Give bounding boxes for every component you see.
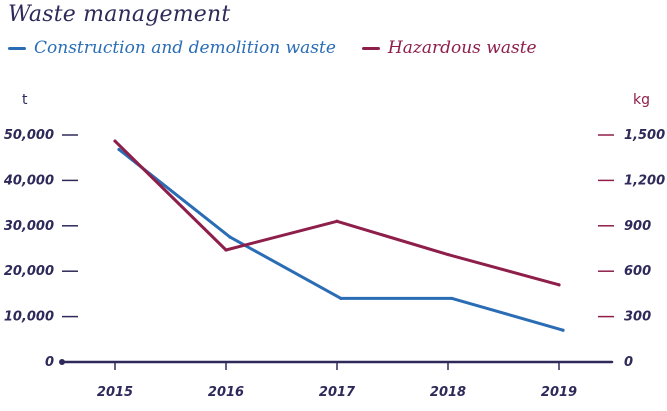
- x-tick-label: 2016: [208, 385, 244, 400]
- right-tick-label: 1,200: [624, 173, 665, 188]
- left-tick-label: 10,000: [4, 310, 54, 325]
- left-unit-label: t: [22, 92, 28, 108]
- legend-item-hazardous: Hazardous waste: [361, 38, 537, 58]
- data-point-hazardous: [557, 283, 561, 287]
- left-tick-label: 30,000: [4, 219, 54, 234]
- right-tick-label: 1,500: [624, 128, 665, 143]
- series-line-hazardous: [113, 139, 561, 287]
- left-tick-label: 50,000: [4, 128, 54, 143]
- legend: Construction and demolition waste Hazard…: [8, 38, 537, 58]
- x-tick-label: 2019: [541, 385, 577, 400]
- right-tick-label: 300: [624, 310, 651, 325]
- data-point-hazardous: [335, 219, 339, 223]
- left-tick-label: 20,000: [4, 264, 54, 279]
- legend-label-construction: Construction and demolition waste: [34, 38, 336, 58]
- legend-swatch-construction: [8, 46, 26, 50]
- right-tick-label: 600: [624, 264, 651, 279]
- right-tick-label: 900: [624, 219, 651, 234]
- series-layer: [113, 139, 565, 332]
- series-line-construction: [117, 148, 565, 332]
- chart-title: Waste management: [8, 2, 231, 27]
- data-point-construction: [450, 296, 454, 301]
- data-point-hazardous: [446, 252, 450, 257]
- data-point-hazardous: [224, 248, 228, 252]
- x-tick-label: 2015: [97, 385, 133, 400]
- left-tick-label: 40,000: [3, 173, 54, 188]
- x-tick-label: 2018: [430, 385, 466, 400]
- data-point-construction: [228, 235, 232, 239]
- data-point-hazardous: [113, 139, 117, 143]
- axis-origin-dot: [59, 359, 65, 365]
- data-point-construction: [117, 147, 121, 152]
- right-unit-label: kg: [633, 92, 650, 108]
- legend-item-construction: Construction and demolition waste: [8, 38, 336, 58]
- right-tick-label: 0: [624, 355, 633, 370]
- left-tick-label: 0: [45, 355, 54, 370]
- legend-label-hazardous: Hazardous waste: [387, 38, 537, 58]
- legend-swatch-hazardous: [361, 46, 380, 50]
- axes-layer: 0 10,000 20,000 30,000 40,000 50,000 0 300 600 90…: [3, 92, 665, 400]
- data-point-construction: [339, 296, 343, 301]
- data-point-construction: [561, 328, 565, 332]
- x-tick-label: 2017: [319, 385, 356, 400]
